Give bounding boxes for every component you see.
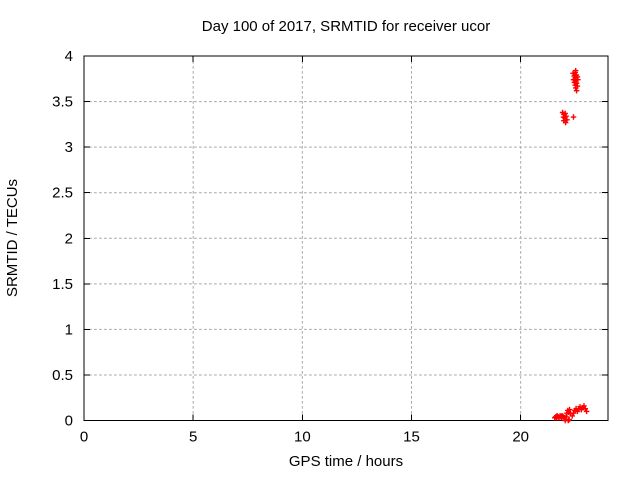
data-point-marker — [558, 413, 565, 419]
data-point-marker — [563, 414, 569, 420]
data-point-marker — [575, 76, 581, 83]
chart-title: Day 100 of 2017, SRMTID for receiver uco… — [202, 18, 490, 35]
x-tick-label: 0 — [80, 429, 88, 446]
data-point-marker — [564, 117, 570, 123]
data-point-marker — [570, 114, 577, 120]
y-tick-label: 3.5 — [52, 94, 73, 111]
y-tick-label: 2 — [65, 230, 73, 247]
y-tick-label: 0 — [65, 413, 73, 430]
data-point-marker — [563, 113, 569, 119]
y-tick-label: 3 — [65, 139, 73, 156]
data-points — [551, 67, 590, 424]
x-tick-label: 5 — [189, 429, 197, 446]
gridlines — [84, 56, 608, 421]
y-tick-label: 1 — [65, 321, 73, 338]
x-tick-label: 20 — [512, 429, 529, 446]
plot-border — [83, 55, 609, 421]
x-axis-label: GPS time / hours — [289, 453, 403, 470]
data-point-marker — [566, 406, 573, 413]
x-tick-label: 10 — [294, 429, 311, 446]
data-point-marker — [572, 85, 579, 91]
data-point-marker — [565, 417, 572, 424]
tick-labels: 0 5 10 15 20 0 0.5 1 1.5 2 2.5 3 3.5 4 — [52, 48, 529, 446]
y-axis-label: SRMTID / TECUs — [4, 179, 21, 297]
data-point-marker — [566, 416, 572, 423]
y-tick-label: 0.5 — [52, 367, 73, 384]
y-tick-label: 4 — [65, 48, 73, 65]
y-tick-label: 2.5 — [52, 185, 73, 202]
data-point-marker — [583, 408, 590, 415]
x-tick-label: 15 — [403, 429, 420, 446]
data-point-marker — [573, 87, 580, 94]
y-tick-label: 1.5 — [52, 276, 73, 293]
